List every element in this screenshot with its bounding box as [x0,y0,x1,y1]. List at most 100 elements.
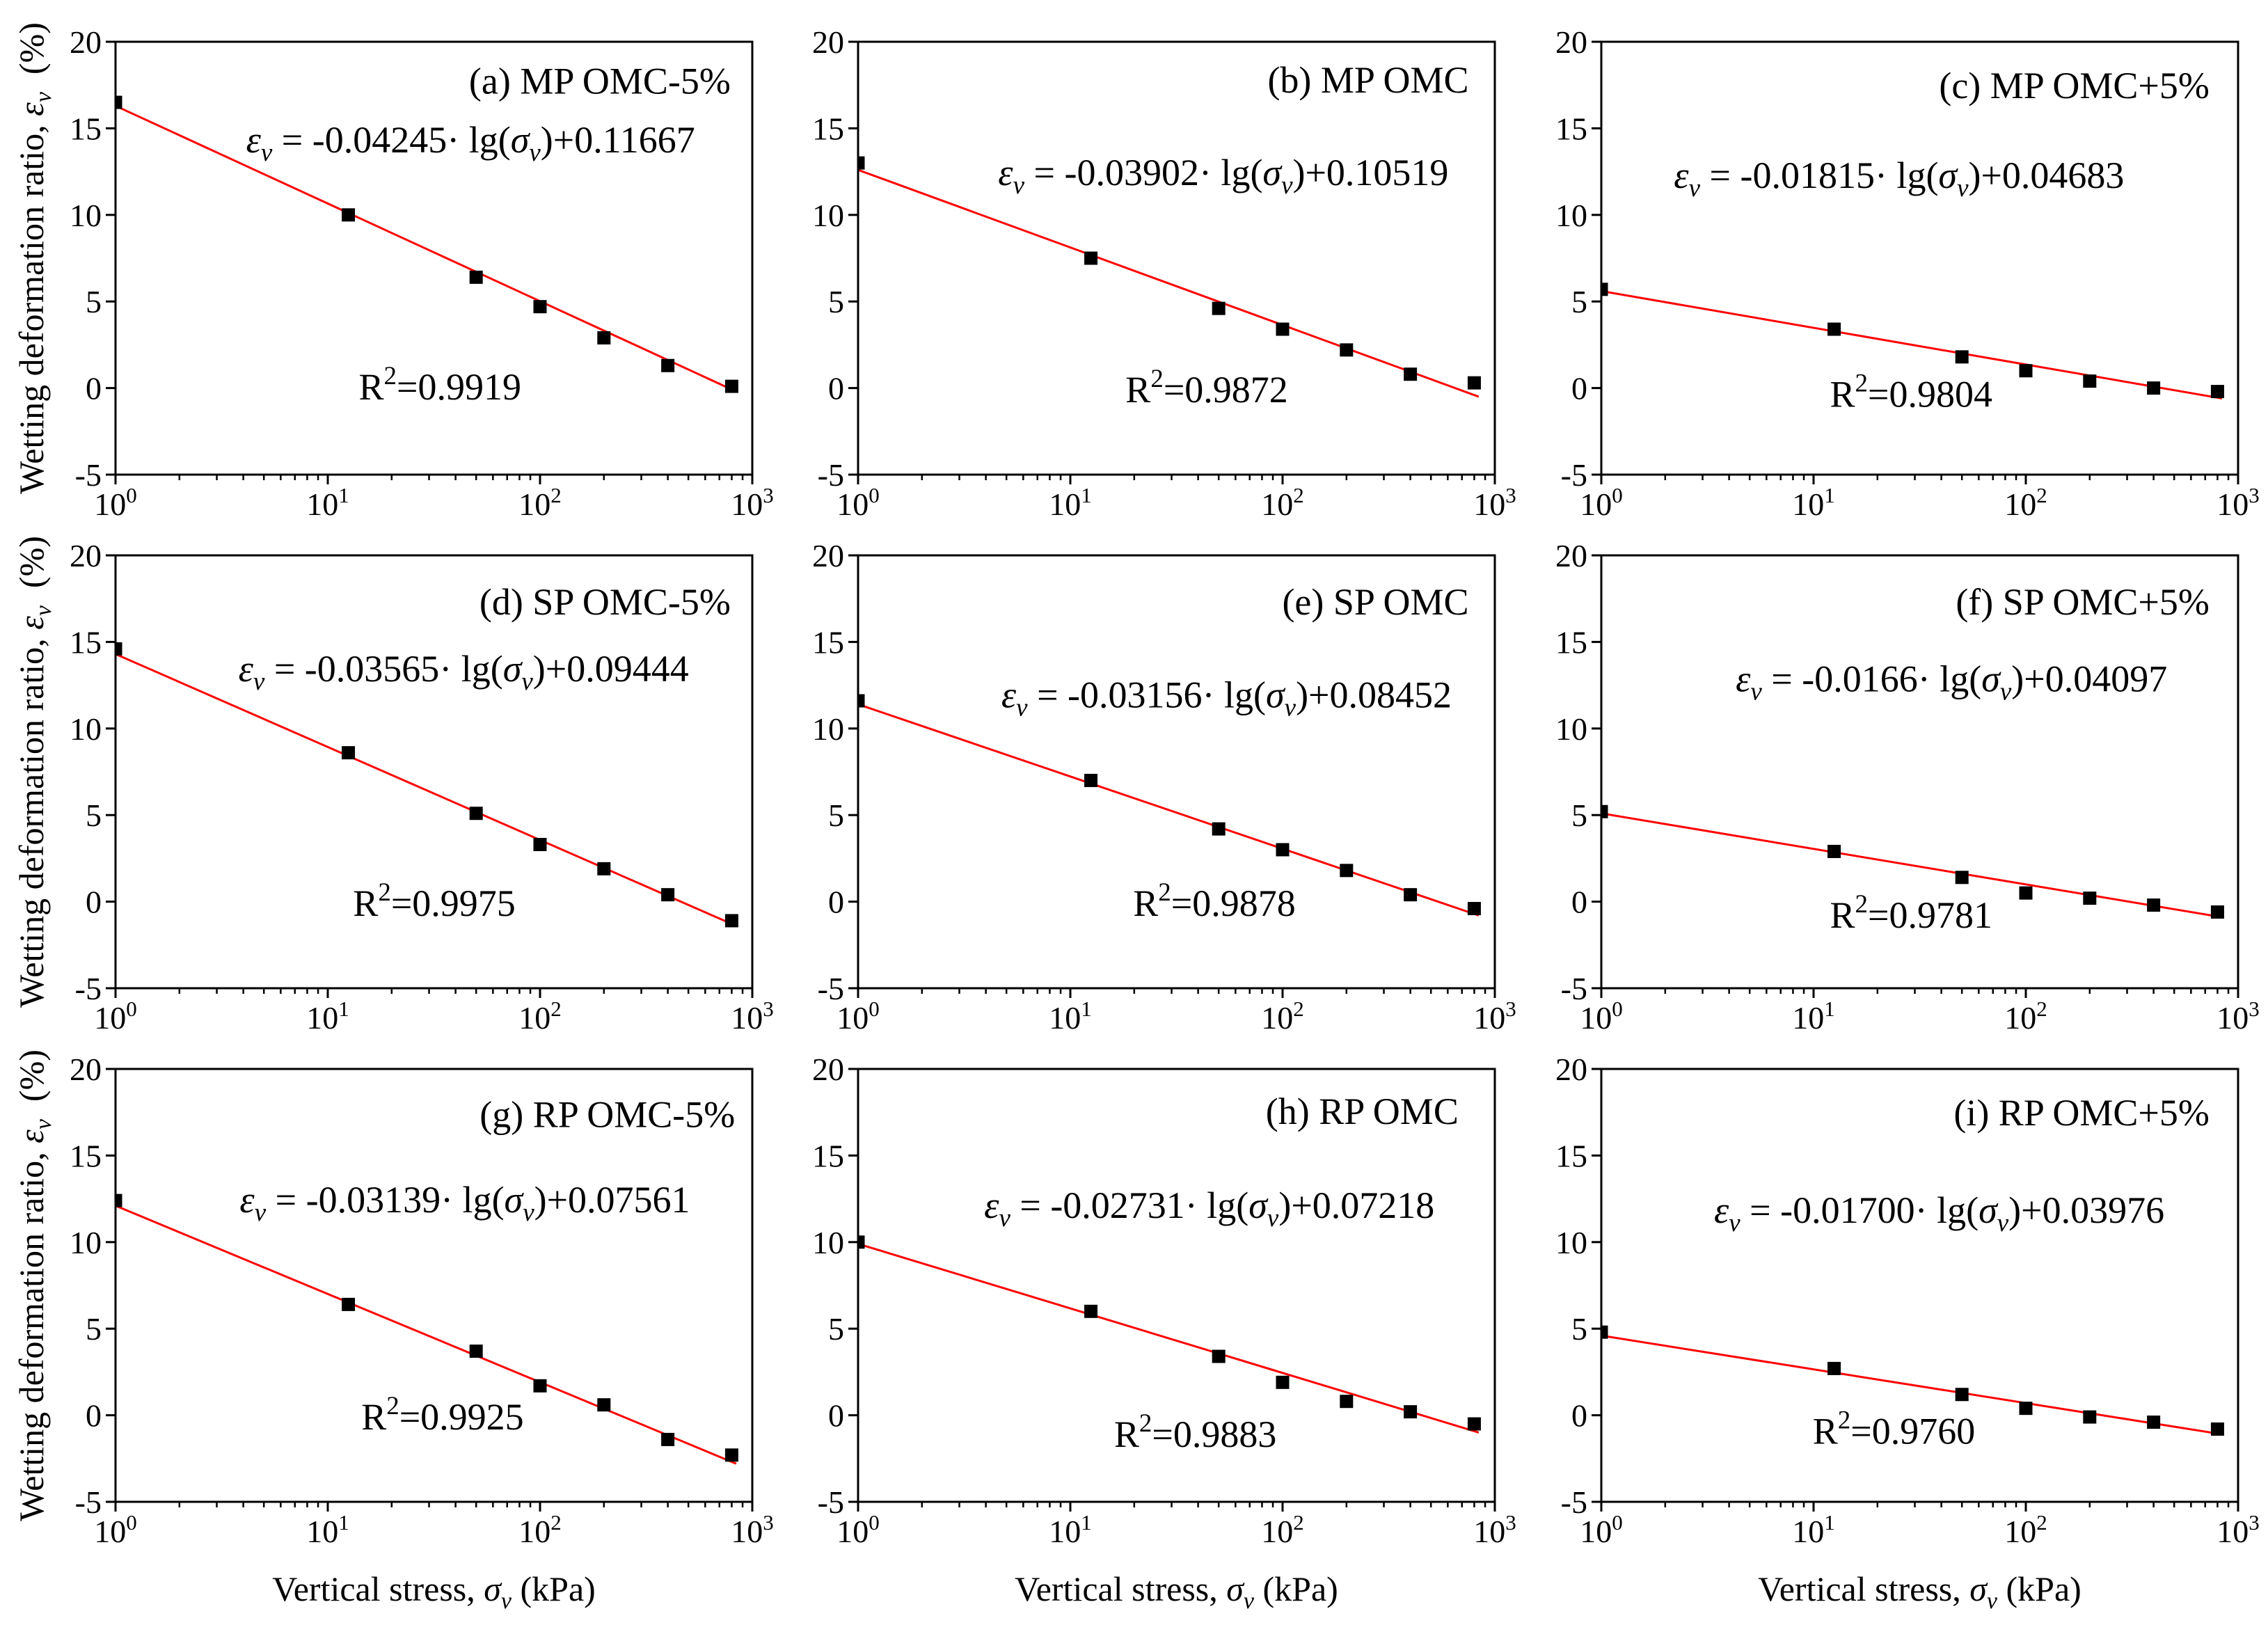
fit-equation-part: = -0.03139· lg( [266,1179,504,1221]
r-squared-part: R [1125,369,1150,411]
fit-equation: εv = -0.03156· lg(σv)+0.08452 [1001,674,1452,722]
fit-equation-part: ε [246,119,262,161]
data-point [116,95,122,109]
x-axis-label-part: Vertical stress, [272,1569,484,1608]
x-tick-label: 101 [1049,1510,1092,1549]
y-tick-label: 5 [86,1311,102,1347]
plot-frame [114,554,754,990]
x-tick-label-part: 10 [1580,486,1612,522]
data-point [469,270,483,284]
x-tick-label-part: 10 [2217,1000,2249,1036]
fit-equation: εv = -0.04245· lg(σv)+0.11667 [246,119,695,167]
y-tick-label: 0 [828,1398,844,1434]
y-tick-label: 20 [812,24,844,60]
x-tick-label-part: 2 [2036,483,2047,507]
r-squared-part: 2 [386,1392,399,1420]
fit-equation-part: = -0.01815· lg( [1700,154,1938,196]
fit-equation-part: = -0.03565· lg( [264,648,502,690]
x-tick-label-part: 0 [869,1510,880,1535]
fit-equation: εv = -0.01815· lg(σv)+0.04683 [1674,154,2124,203]
fit-equation-part: v [1281,171,1293,200]
x-tick-label-part: 10 [306,486,338,522]
y-axis-label: Wetting deformation ratio, εv (%) [12,1049,56,1521]
y-axis-label-part: Wetting deformation ratio, [12,116,51,494]
y-tick-label: 0 [828,371,844,406]
fit-equation-part: v [255,1198,267,1227]
y-axis-label-part: Wetting deformation ratio, [12,630,51,1008]
x-tick-label-part: 1 [338,997,349,1021]
data-point [1955,350,1969,364]
y-tick-label: 20 [1555,538,1587,573]
y-tick-label: 15 [812,111,844,146]
fit-equation-part: ε [1714,1189,1729,1231]
data-point [1404,1405,1418,1419]
data-point [1467,1417,1481,1431]
fit-line [116,653,737,927]
x-tick-label: 102 [2004,1510,2047,1549]
data-point [1212,301,1226,315]
fit-equation-part: v [1997,1209,2009,1237]
y-tick-label: 5 [1571,1311,1587,1347]
x-tick-label-part: 2 [1293,1510,1304,1535]
y-tick-label: 15 [70,624,102,660]
fit-line [858,1242,1480,1434]
data-point [1404,888,1418,902]
data-point [2083,1410,2097,1424]
data-point [1340,1395,1354,1409]
y-tick-label: 10 [70,1225,102,1260]
r-squared-part: R [1813,1411,1838,1452]
r-squared: R2=0.9878 [1133,878,1296,924]
fit-equation-part: = -0.03902· lg( [1024,152,1262,193]
fit-equation-part: v [999,1204,1010,1232]
x-tick-label-part: 0 [1612,1510,1623,1535]
data-point [342,208,356,222]
x-tick-label-part: 1 [1081,483,1092,507]
x-tick-label-part: 1 [1824,483,1835,507]
r-squared: R2=0.9760 [1813,1406,1976,1452]
data-point [2210,1422,2224,1436]
r-squared-part: =0.9975 [391,882,516,924]
x-tick-label: 103 [731,997,774,1036]
x-tick-label-part: 1 [338,1510,349,1535]
y-axis-label-part: ε [12,616,51,630]
r-squared-part: 2 [1150,365,1164,393]
fit-equation-part: ε [1001,674,1017,715]
fit-equation-part: )+0.04683 [1969,154,2125,196]
fit-equation-part: )+0.07218 [1278,1184,1434,1226]
fit-line [1601,290,2223,400]
panel-title: (b) MP OMC [1267,59,1468,101]
y-tick-label: 15 [812,624,844,660]
x-tick-label-part: 2 [2036,1510,2047,1535]
fit-equation-part: )+0.08452 [1296,674,1452,715]
x-axis-label: Vertical stress, σv (kPa) [1015,1569,1338,1614]
r-squared: R2=0.9919 [359,362,522,408]
plot-frame [1600,554,2239,990]
y-tick-label: 20 [70,24,102,60]
r-squared-part: =0.9872 [1164,369,1288,411]
y-tick-label: 10 [812,198,844,233]
fit-line [1601,812,2223,919]
y-tick-label: -5 [1561,1484,1587,1520]
data-point [1827,1361,1841,1375]
y-tick-label: 5 [86,798,102,833]
y-axis-label-part: ε [12,102,51,116]
data-point [858,694,865,708]
x-tick-label-part: 10 [1792,1514,1824,1549]
x-axis-label-part: σ [1226,1569,1245,1608]
x-tick-label: 103 [731,483,774,522]
x-tick-label-part: 3 [1505,483,1516,507]
y-axis-label-part: (%) [12,1049,51,1119]
plot-frame [1600,1068,2239,1503]
fit-equation: εv = -0.03565· lg(σv)+0.09444 [239,648,689,696]
fit-equation-part: σ [511,119,531,161]
x-tick-label-part: 10 [731,1000,763,1036]
x-tick-label-part: 10 [731,1514,763,1549]
x-tick-label-part: 0 [1612,997,1623,1021]
r-squared-part: 2 [1855,369,1869,397]
fit-equation-part: v [523,1198,534,1227]
r-squared-part: 2 [1158,878,1171,907]
fit-equation-part: v [1729,1209,1740,1237]
